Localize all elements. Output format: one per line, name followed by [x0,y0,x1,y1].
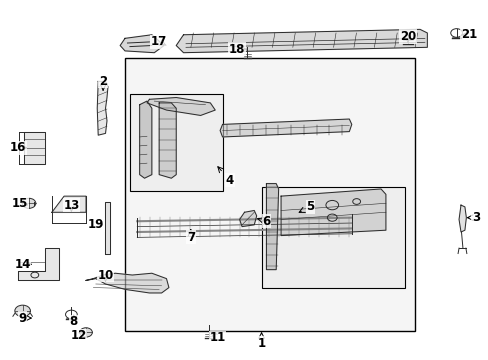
Text: 10: 10 [97,269,113,282]
Text: 1: 1 [257,337,265,350]
Text: 2: 2 [99,75,107,88]
Polygon shape [97,81,108,135]
Polygon shape [140,101,152,178]
Text: 8: 8 [70,315,78,328]
Polygon shape [104,202,110,253]
Polygon shape [266,184,278,270]
Text: 17: 17 [151,35,167,49]
Polygon shape [147,98,215,116]
Circle shape [22,198,36,208]
Bar [261,187,405,288]
Text: 14: 14 [15,258,31,271]
Text: 13: 13 [63,199,80,212]
Bar [130,94,222,191]
Bar [125,58,414,330]
Text: 6: 6 [262,215,270,228]
Text: 5: 5 [305,201,314,213]
Text: 16: 16 [10,141,26,154]
Polygon shape [24,132,44,164]
Text: 19: 19 [87,218,104,231]
Text: 20: 20 [399,30,415,43]
Circle shape [15,305,30,317]
Polygon shape [120,35,163,53]
Text: 11: 11 [209,331,225,344]
Text: 3: 3 [471,211,479,224]
Text: 12: 12 [70,329,87,342]
Polygon shape [159,103,176,178]
Circle shape [80,328,92,337]
Polygon shape [239,211,256,226]
Polygon shape [18,248,59,280]
Text: 15: 15 [12,197,28,210]
Polygon shape [458,205,466,232]
Text: 21: 21 [460,28,476,41]
Polygon shape [176,30,427,53]
Text: 18: 18 [228,42,245,55]
Polygon shape [220,119,351,137]
Text: 7: 7 [186,231,195,244]
Text: 9: 9 [19,311,27,325]
Text: 4: 4 [225,174,234,186]
Polygon shape [52,196,86,212]
Polygon shape [281,189,385,235]
Polygon shape [86,273,168,293]
